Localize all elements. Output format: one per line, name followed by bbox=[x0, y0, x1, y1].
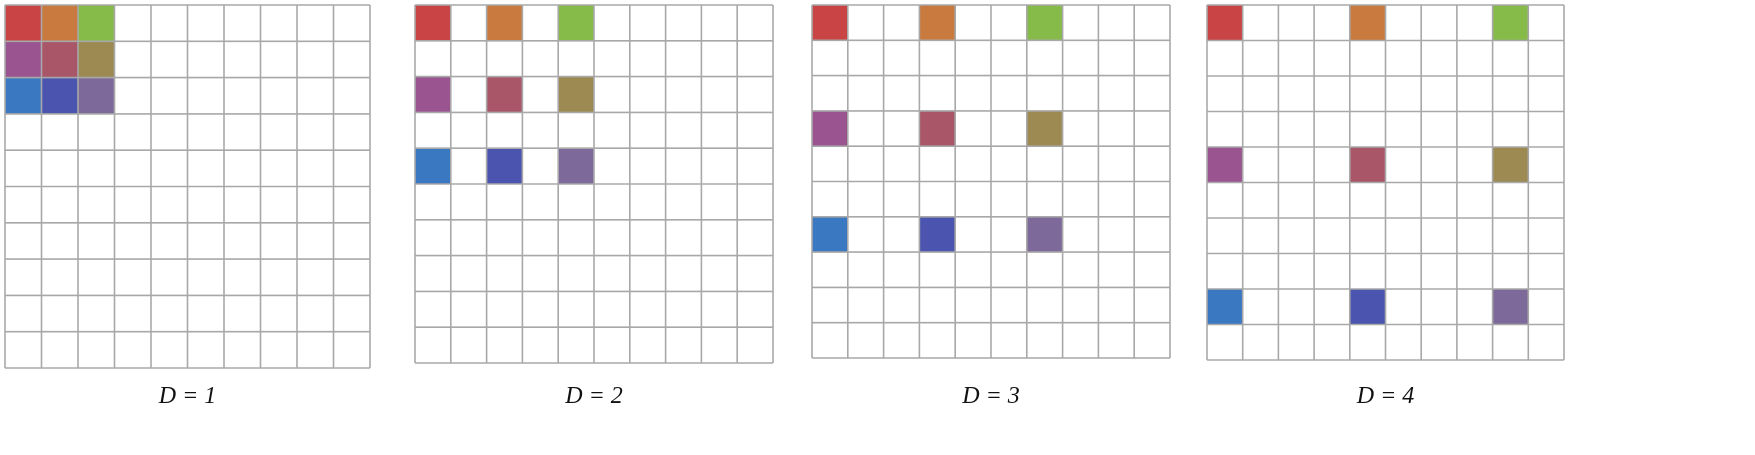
kernel-cell bbox=[1207, 147, 1243, 183]
kernel-cell bbox=[1207, 289, 1243, 325]
grid-panel: D = 1 bbox=[4, 4, 371, 409]
panel-label: D = 4 bbox=[1356, 383, 1415, 409]
kernel-cell bbox=[5, 41, 42, 78]
kernel-cell bbox=[812, 110, 848, 147]
kernel-cell bbox=[41, 5, 78, 42]
kernel-cell bbox=[1492, 289, 1529, 325]
kernel-cell bbox=[5, 77, 42, 114]
kernel-cell bbox=[1349, 147, 1386, 183]
kernel-cell bbox=[1207, 5, 1243, 41]
kernel-cell bbox=[486, 148, 523, 184]
kernel-cell bbox=[1492, 147, 1529, 183]
kernel-cell bbox=[1492, 5, 1529, 41]
kernel-cell bbox=[78, 77, 115, 114]
kernel-cell bbox=[812, 216, 848, 253]
grid-panel: D = 2 bbox=[414, 4, 774, 409]
kernel-cell bbox=[919, 5, 956, 41]
kernel-cell bbox=[415, 76, 451, 113]
kernel-cell bbox=[415, 5, 451, 41]
kernel-cell bbox=[41, 41, 78, 78]
kernel-cell bbox=[1026, 5, 1063, 41]
kernel-cell bbox=[1026, 110, 1063, 147]
kernel-cell bbox=[41, 77, 78, 114]
kernel-cell bbox=[486, 5, 523, 41]
kernel-cell bbox=[558, 148, 594, 184]
kernel-cell bbox=[78, 41, 115, 78]
kernel-cell bbox=[812, 5, 848, 41]
kernel-cell bbox=[919, 216, 956, 253]
kernel-cell bbox=[5, 5, 42, 42]
kernel-cell bbox=[919, 110, 956, 147]
kernel-cell bbox=[558, 5, 594, 41]
kernel-cell bbox=[1349, 289, 1386, 325]
kernel-cell bbox=[1349, 5, 1386, 41]
kernel-cell bbox=[415, 148, 451, 184]
grid-panel: D = 4 bbox=[1206, 4, 1565, 409]
kernel-cell bbox=[486, 76, 523, 113]
kernel-cell bbox=[1026, 216, 1063, 253]
kernel-cell bbox=[78, 5, 115, 42]
panel-label: D = 3 bbox=[961, 383, 1020, 409]
panel-label: D = 1 bbox=[158, 383, 217, 409]
grid-panel: D = 3 bbox=[811, 4, 1171, 409]
panel-label: D = 2 bbox=[564, 383, 623, 409]
kernel-cell bbox=[558, 76, 594, 113]
